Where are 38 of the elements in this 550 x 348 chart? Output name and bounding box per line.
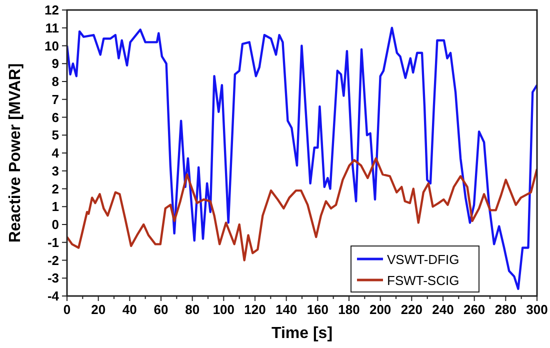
- x-tick-label: 260: [463, 302, 486, 317]
- y-tick-label: 4: [52, 146, 60, 160]
- y-tick-label: 3: [52, 163, 59, 178]
- y-tick-label: 12: [44, 2, 59, 18]
- x-tick-label: 120: [244, 302, 266, 317]
- x-tick-label: 0: [63, 302, 71, 317]
- y-tick-label: 7: [52, 92, 59, 107]
- x-tick-label: 300: [526, 302, 548, 317]
- y-tick-label: 1: [52, 199, 59, 214]
- y-tick-label: 9: [52, 56, 59, 72]
- y-tick-label: 0: [52, 217, 59, 232]
- y-tick-label: -3: [47, 270, 59, 286]
- legend-label: FSWT-SCIG: [387, 273, 460, 288]
- x-tick-label: 280: [494, 302, 517, 317]
- x-tick-label: 200: [369, 302, 392, 317]
- y-tick-label: -4: [47, 288, 60, 304]
- x-tick-label: 220: [400, 302, 423, 317]
- y-tick-label: 8: [52, 74, 59, 89]
- x-axis-title: Time [s]: [271, 325, 333, 342]
- x-tick-label: 180: [338, 302, 360, 317]
- line-series: [67, 26, 537, 290]
- y-tick-label: -2: [47, 252, 59, 268]
- x-tick-label: 60: [154, 302, 168, 317]
- y-tick-label: 6: [52, 110, 59, 125]
- x-tick-label: 240: [432, 302, 454, 317]
- y-axis-title: Reactive Power [MVAR]: [7, 63, 24, 243]
- x-tick-label: 140: [275, 302, 298, 317]
- x-tick-label: 20: [91, 302, 106, 317]
- x-tick-label: 40: [122, 302, 137, 317]
- x-tick-label: 160: [306, 302, 329, 317]
- y-tick-label: 11: [45, 20, 59, 36]
- legend-label: VSWT-DFIG: [387, 252, 460, 267]
- y-tick-label: 5: [52, 128, 59, 143]
- y-tick-label: 10: [44, 38, 59, 54]
- x-tick-label: 100: [212, 302, 235, 317]
- y-tick-label: -1: [47, 234, 59, 250]
- y-tick-label: 2: [52, 181, 59, 196]
- x-tick-label: 80: [185, 302, 200, 317]
